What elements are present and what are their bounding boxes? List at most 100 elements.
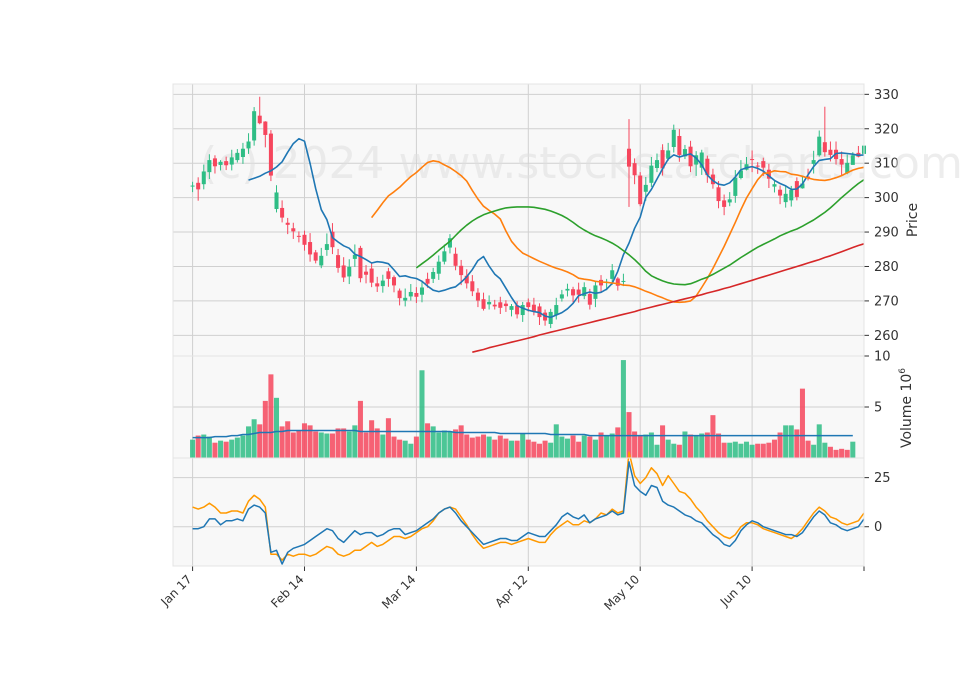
- candle-body: [447, 238, 452, 248]
- volume-bar: [352, 425, 358, 458]
- candle-body: [358, 247, 363, 279]
- volume-bar: [833, 449, 839, 458]
- candle-body: [280, 207, 285, 218]
- volume-bar: [816, 424, 822, 458]
- volume-bar: [307, 425, 313, 458]
- volume-bar: [805, 440, 811, 458]
- indicator-panel-background: [173, 458, 864, 566]
- candle-body: [436, 261, 441, 274]
- volume-bar: [492, 439, 498, 458]
- volume-bar: [564, 438, 570, 458]
- indicator-y-tick-label: 25: [874, 471, 891, 486]
- candle-body: [839, 159, 844, 165]
- candle-body: [632, 163, 637, 176]
- volume-bar: [240, 435, 246, 458]
- volume-bar: [268, 374, 274, 458]
- volume-bar: [453, 429, 459, 458]
- candle-body: [431, 271, 436, 279]
- volume-bar: [794, 429, 800, 458]
- candle-body: [324, 244, 329, 250]
- volume-bar: [206, 436, 212, 458]
- volume-bar: [693, 435, 699, 458]
- candle-body: [710, 174, 715, 185]
- volume-bar: [385, 418, 391, 458]
- candle-body: [252, 111, 257, 141]
- volume-bar: [788, 425, 794, 458]
- volume-bar: [425, 423, 431, 458]
- volume-ma-line: [192, 429, 853, 439]
- ind-panel-frame: [172, 457, 865, 567]
- volume-bar: [755, 443, 761, 458]
- volume-bar: [738, 443, 744, 458]
- volume-bar: [716, 433, 722, 458]
- candle-body: [503, 303, 508, 307]
- volume-bar: [598, 432, 604, 458]
- volume-bar: [553, 424, 559, 458]
- candle-body: [811, 160, 816, 164]
- candle-body: [341, 265, 346, 278]
- volume-bar: [397, 439, 403, 458]
- volume-bar: [643, 434, 649, 458]
- candle-body: [419, 287, 424, 295]
- candle-body: [800, 183, 805, 189]
- candle-body: [671, 129, 676, 148]
- candle-body: [246, 141, 251, 149]
- candle-body: [778, 189, 783, 196]
- candle-body: [442, 251, 447, 262]
- volume-y-tick-label: 5: [874, 401, 882, 416]
- volume-bar: [246, 426, 252, 458]
- candle-body: [766, 169, 771, 179]
- volume-bar: [324, 433, 330, 458]
- x-tick-label: Mar 14: [379, 572, 418, 611]
- price-y-tick-label: 310: [874, 157, 899, 172]
- volume-bar: [190, 439, 196, 458]
- volume-bar: [475, 436, 481, 458]
- candle-body: [403, 297, 408, 301]
- volume-bar: [301, 423, 308, 458]
- candle-body: [537, 306, 542, 318]
- candle-body: [263, 121, 268, 135]
- volume-bar: [570, 435, 576, 458]
- volume-bar: [514, 440, 520, 458]
- candle-body: [783, 193, 788, 203]
- volume-bar: [777, 432, 783, 458]
- volume-bar: [380, 434, 386, 458]
- candle-body: [738, 170, 743, 178]
- volume-bar: [688, 434, 694, 458]
- candle-body: [638, 175, 643, 205]
- volume-bar: [391, 436, 397, 458]
- volume-bar: [508, 440, 515, 458]
- volume-bar: [620, 360, 626, 458]
- candle-body: [375, 283, 380, 287]
- candle-body: [459, 265, 464, 276]
- candle-body: [487, 301, 492, 305]
- candle-body: [526, 302, 531, 308]
- candle-body: [498, 302, 503, 308]
- price-panel-background: [173, 84, 864, 356]
- volume-bar: [632, 431, 638, 458]
- volume-bar: [710, 415, 716, 458]
- candle-body: [682, 149, 687, 157]
- volume-bar: [341, 428, 347, 458]
- candle-body: [257, 115, 262, 124]
- volume-bar: [520, 433, 526, 458]
- volume-bar: [285, 421, 291, 458]
- candle-body: [576, 289, 581, 295]
- candle-body: [571, 289, 576, 296]
- volume-bar: [408, 443, 414, 458]
- candle-body: [761, 161, 766, 168]
- volume-bar: [587, 436, 593, 458]
- candle-body: [643, 184, 648, 192]
- candle-body: [722, 200, 727, 207]
- watermark: (c) 2024 www.stockstatcharts.com: [200, 138, 960, 189]
- candle-body: [218, 161, 223, 165]
- volume-bar: [749, 444, 755, 458]
- candle-body: [201, 171, 206, 185]
- candle-body: [515, 305, 520, 315]
- candle-body: [369, 268, 374, 283]
- volume-bar: [329, 433, 335, 458]
- candle-body: [285, 222, 290, 225]
- candle-body: [414, 292, 419, 297]
- volume-bar: [436, 432, 442, 458]
- candle-body: [615, 278, 620, 286]
